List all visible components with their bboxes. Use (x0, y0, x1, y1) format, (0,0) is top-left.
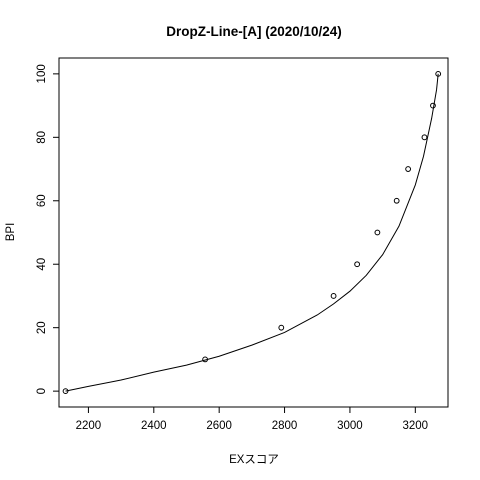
x-axis-label: EXスコア (229, 454, 279, 466)
x-tick-label: 3000 (337, 420, 363, 432)
data-point (421, 134, 428, 141)
y-tick-label: 100 (36, 64, 48, 83)
x-tick-label: 2800 (272, 420, 298, 432)
data-points (62, 70, 442, 395)
y-tick-label: 40 (36, 258, 48, 271)
y-axis-label: BPI (5, 223, 17, 242)
y-tick-label: 80 (36, 131, 48, 144)
y-axis: 0 20 40 60 80 100 (36, 64, 60, 394)
y-tick-label: 0 (36, 388, 48, 394)
data-point (374, 229, 381, 236)
fit-curve (65, 73, 439, 392)
data-point (330, 293, 337, 299)
data-point (354, 261, 361, 268)
data-point (430, 102, 436, 109)
y-tick-label: 60 (36, 194, 48, 207)
data-point (405, 166, 412, 172)
x-axis: 2200 2400 2600 2800 3000 3200 (76, 406, 429, 432)
y-tick-label: 20 (36, 321, 48, 334)
x-tick-label: 2200 (76, 420, 102, 432)
data-point (278, 324, 285, 331)
chart-title: DropZ-Line-[A] (2020/10/24) (166, 24, 342, 39)
x-tick-label: 3200 (403, 420, 429, 432)
x-tick-label: 2600 (206, 420, 232, 432)
data-point (393, 197, 400, 204)
data-point (202, 356, 209, 363)
data-point (435, 70, 442, 77)
x-tick-label: 2400 (141, 420, 167, 432)
data-point (62, 388, 69, 395)
